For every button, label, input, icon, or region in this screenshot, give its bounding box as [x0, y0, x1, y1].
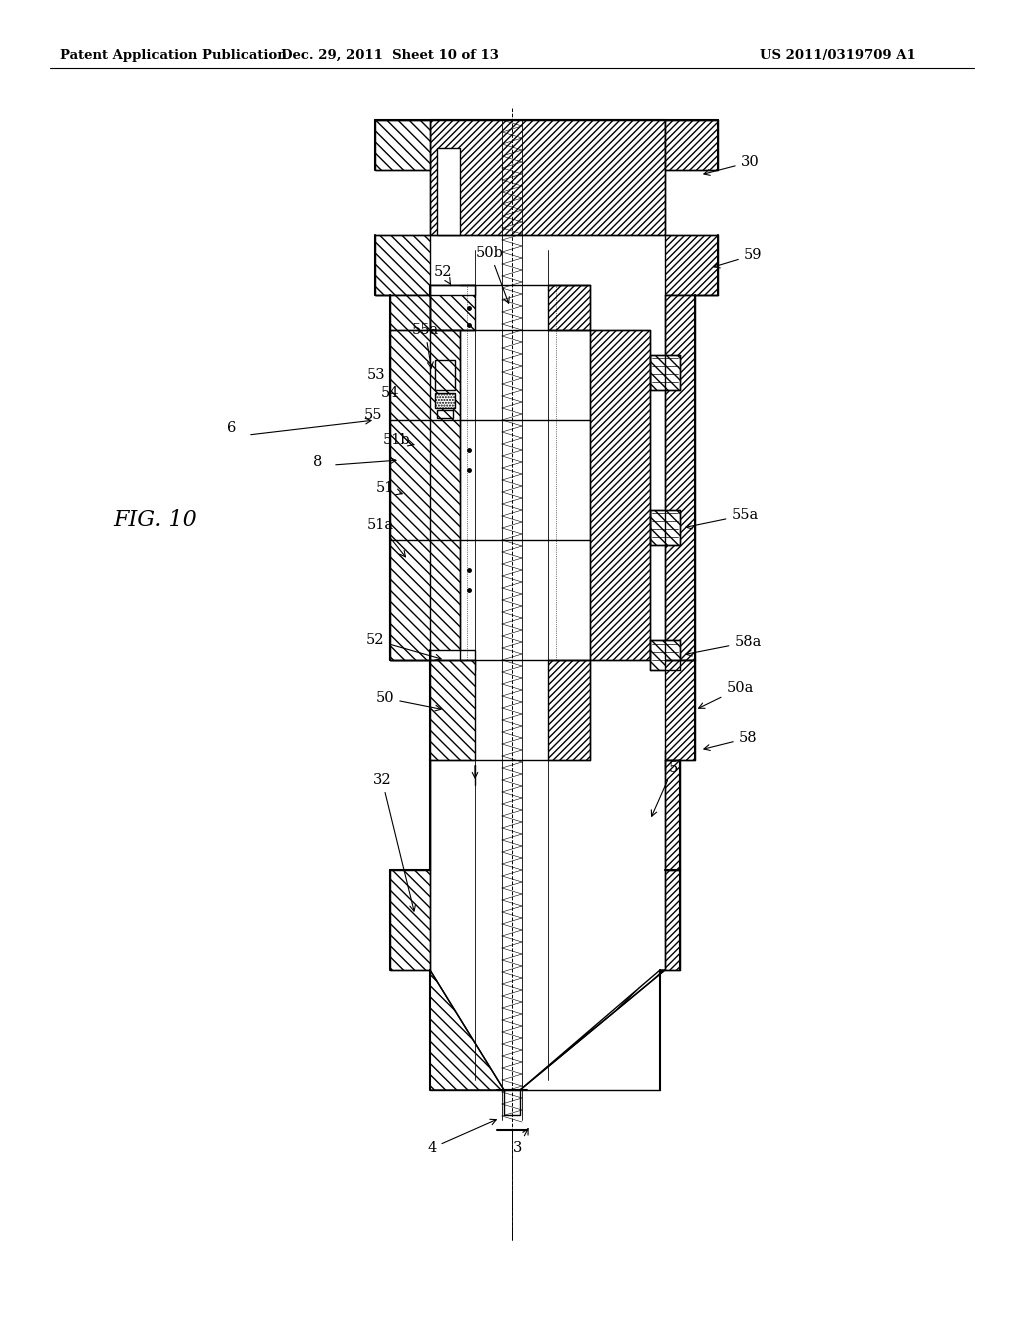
- Polygon shape: [665, 870, 680, 970]
- Text: 51b: 51b: [383, 433, 414, 447]
- Text: FIG. 10: FIG. 10: [113, 510, 197, 531]
- Text: 50: 50: [376, 690, 441, 711]
- Text: 51a: 51a: [367, 517, 406, 557]
- Polygon shape: [437, 411, 453, 418]
- Text: 54: 54: [381, 385, 399, 400]
- Polygon shape: [590, 330, 650, 660]
- Text: 55: 55: [364, 408, 382, 422]
- Polygon shape: [375, 235, 430, 294]
- Text: 52: 52: [366, 634, 441, 660]
- Text: Patent Application Publication: Patent Application Publication: [60, 49, 287, 62]
- Polygon shape: [437, 148, 460, 235]
- Text: 32: 32: [373, 774, 416, 911]
- Text: 50b: 50b: [476, 246, 509, 304]
- Text: 53: 53: [367, 368, 385, 381]
- Polygon shape: [665, 760, 680, 870]
- Polygon shape: [430, 120, 665, 235]
- Polygon shape: [665, 120, 718, 170]
- Text: 50a: 50a: [698, 681, 754, 709]
- Text: 58: 58: [703, 731, 758, 751]
- Text: 51: 51: [376, 480, 402, 495]
- Polygon shape: [520, 970, 665, 1090]
- Polygon shape: [430, 660, 475, 760]
- Polygon shape: [548, 285, 590, 330]
- Polygon shape: [650, 355, 680, 389]
- Text: 55a: 55a: [412, 323, 438, 368]
- Text: 5: 5: [651, 762, 678, 816]
- Text: 30: 30: [703, 154, 760, 176]
- Polygon shape: [390, 330, 460, 660]
- Polygon shape: [435, 360, 455, 389]
- Polygon shape: [390, 294, 430, 660]
- Polygon shape: [430, 285, 475, 294]
- Polygon shape: [435, 393, 455, 408]
- Text: 3: 3: [513, 1129, 528, 1155]
- Polygon shape: [375, 120, 430, 170]
- Polygon shape: [430, 649, 475, 671]
- Polygon shape: [504, 1090, 520, 1115]
- Polygon shape: [665, 660, 695, 760]
- Polygon shape: [548, 660, 590, 760]
- Text: 8: 8: [313, 455, 323, 469]
- Text: 58a: 58a: [686, 635, 762, 656]
- Polygon shape: [430, 285, 475, 330]
- Polygon shape: [665, 294, 695, 660]
- Text: Dec. 29, 2011  Sheet 10 of 13: Dec. 29, 2011 Sheet 10 of 13: [281, 49, 499, 62]
- Text: 59: 59: [714, 248, 762, 268]
- Text: 52: 52: [434, 265, 453, 284]
- Text: US 2011/0319709 A1: US 2011/0319709 A1: [760, 49, 915, 62]
- Polygon shape: [390, 870, 430, 970]
- Text: 55a: 55a: [686, 508, 759, 529]
- Text: 6: 6: [227, 421, 237, 436]
- Text: 4: 4: [427, 1119, 497, 1155]
- Polygon shape: [665, 235, 718, 294]
- Polygon shape: [650, 510, 680, 545]
- Polygon shape: [430, 970, 504, 1090]
- Polygon shape: [650, 640, 680, 671]
